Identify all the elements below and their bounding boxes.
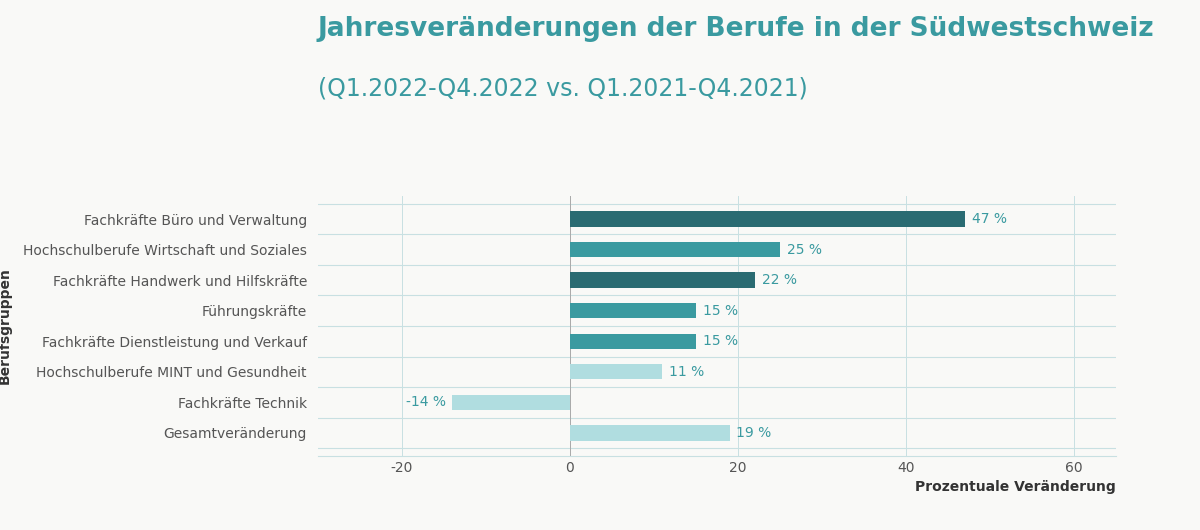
Text: (Q1.2022-Q4.2022 vs. Q1.2021-Q4.2021): (Q1.2022-Q4.2022 vs. Q1.2021-Q4.2021) xyxy=(318,77,808,101)
Bar xyxy=(570,364,662,379)
Text: 47 %: 47 % xyxy=(972,212,1007,226)
X-axis label: Prozentuale Veränderung: Prozentuale Veränderung xyxy=(916,480,1116,494)
Text: 22 %: 22 % xyxy=(762,273,797,287)
Y-axis label: Berufsgruppen: Berufsgruppen xyxy=(0,268,12,384)
Text: 19 %: 19 % xyxy=(737,426,772,440)
Bar xyxy=(570,211,965,227)
Text: Jahresveränderungen der Berufe in der Südwestschweiz: Jahresveränderungen der Berufe in der Sü… xyxy=(318,16,1154,42)
Bar xyxy=(570,303,696,319)
Bar xyxy=(570,333,696,349)
Text: -14 %: -14 % xyxy=(406,395,445,409)
Bar xyxy=(452,395,570,410)
Text: 25 %: 25 % xyxy=(787,243,822,257)
Text: 15 %: 15 % xyxy=(703,334,738,348)
Text: 11 %: 11 % xyxy=(670,365,704,379)
Bar xyxy=(570,242,780,257)
Bar xyxy=(570,272,755,288)
Text: 15 %: 15 % xyxy=(703,304,738,317)
Bar xyxy=(570,425,730,440)
